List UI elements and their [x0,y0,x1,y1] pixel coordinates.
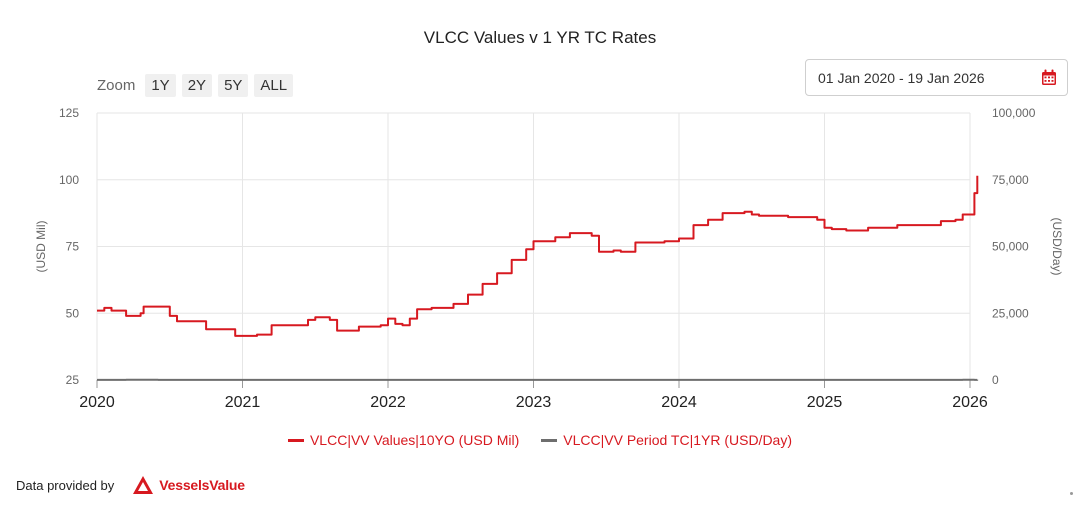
x-tick-label: 2025 [807,394,843,411]
y-left-tick-label: 125 [59,106,79,120]
zoom-2y-button[interactable]: 2Y [181,74,213,97]
vesselsvalue-logo-text: VesselsValue [159,477,245,493]
legend-item-period-tc[interactable]: VLCC|VV Period TC|1YR (USD/Day) [541,432,792,448]
y-right-tick-label: 100,000 [992,106,1036,120]
chart-area: 25 50 75 100 125 0 25,000 50,000 75,000 100,000 20… [34,106,1064,411]
y-right-tick-label: 75,000 [992,173,1029,187]
x-tick-label: 2026 [952,394,988,411]
data-credit: Data provided by VesselsValue [16,475,245,495]
date-range-value: 01 Jan 2020 - 19 Jan 2026 [818,69,985,86]
y-left-tick-label: 75 [66,240,80,254]
legend-label-vv-values: VLCC|VV Values|10YO (USD Mil) [309,432,520,448]
calendar-icon[interactable] [1041,69,1057,86]
chart-title: VLCC Values v 1 YR TC Rates [423,28,657,47]
y-left-tick-label: 25 [66,373,80,387]
legend-label-period-tc: VLCC|VV Period TC|1YR (USD/Day) [563,432,793,448]
y-right-tick-label: 50,000 [992,240,1029,254]
date-range-picker[interactable]: 01 Jan 2020 - 19 Jan 2026 [805,59,1068,96]
y-right-axis-title: (USD/Day) [1050,217,1064,275]
zoom-all-button[interactable]: ALL [254,74,294,97]
y-right-tick-label: 25,000 [992,306,1029,320]
resize-handle-icon [1070,492,1073,495]
chart-legend: VLCC|VV Values|10YO (USD Mil) VLCC|VV Pe… [0,432,1080,448]
y-right-tick-label: 0 [992,373,999,387]
zoom-label: Zoom [97,77,136,94]
vesselsvalue-logo-icon [133,476,154,494]
series-line-vv-values [97,175,979,337]
legend-swatch-vv-values [287,438,304,442]
x-tick-label: 2024 [661,394,697,411]
y-left-axis-title: (USD Mil) [34,221,48,273]
zoom-1y-button[interactable]: 1Y [145,74,176,97]
credit-text: Data provided by [16,477,115,493]
y-left-tick-label: 100 [59,173,79,187]
zoom-5y-button[interactable]: 5Y [218,74,249,97]
x-tick-label: 2022 [370,394,406,411]
zoom-controls: Zoom 1Y 2Y 5Y ALL [97,74,294,97]
x-tick-label: 2023 [516,394,552,411]
x-tick-label: 2020 [79,394,115,411]
y-left-tick-label: 50 [66,306,80,320]
x-tick-label: 2021 [225,394,261,411]
vesselsvalue-logo[interactable]: VesselsValue [132,475,245,495]
legend-swatch-period-tc [541,438,558,442]
legend-item-vv-values[interactable]: VLCC|VV Values|10YO (USD Mil) [287,432,520,448]
